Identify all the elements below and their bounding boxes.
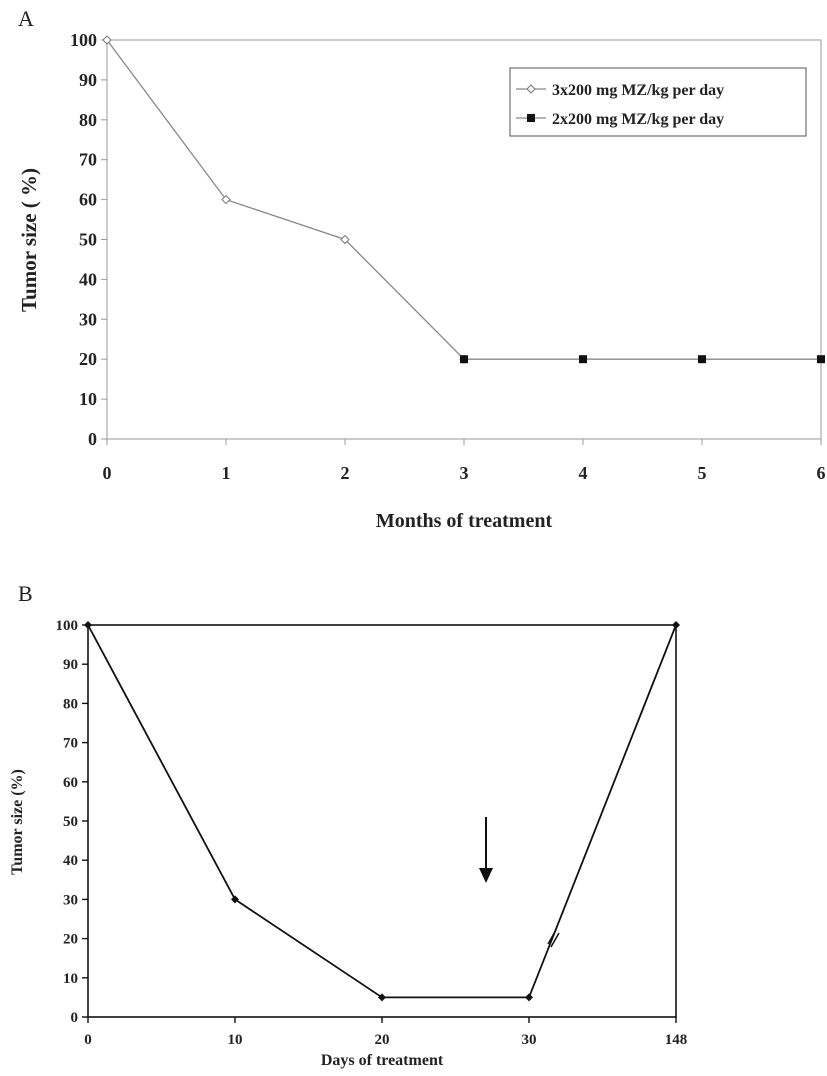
y-tick-label: 100: [56, 618, 79, 634]
series-point: [378, 993, 386, 1002]
panel-b-label: B: [18, 581, 33, 606]
panel-b-y-axis-title: Tumor size (%): [9, 769, 26, 875]
y-tick-label: 50: [63, 814, 78, 830]
panel-a-x-axis-title: Months of treatment: [376, 510, 553, 532]
series-2-point: [817, 355, 825, 364]
x-tick-label: 30: [522, 1032, 537, 1048]
panel-b-y-axis: 0 10 20 30 40 50 60 70 80 90 100: [56, 618, 88, 1026]
panel-b-plot-frame: [87, 624, 677, 1018]
y-tick-label: 30: [79, 309, 97, 329]
series-point: [84, 621, 92, 629]
y-tick-label: 20: [79, 349, 97, 369]
y-tick-label: 90: [63, 657, 78, 673]
y-tick-label: 40: [79, 269, 97, 289]
x-tick-label: 10: [228, 1032, 243, 1048]
panel-b-x-axis: 0 10 20 30 148: [84, 1017, 687, 1048]
series-2-point: [460, 355, 468, 364]
legend-marker-open-diamond: [526, 84, 536, 94]
x-tick-label: 20: [375, 1032, 390, 1048]
x-tick-label: 2: [341, 463, 350, 483]
panel-a-y-axis: 0 10 20 30 40 50 60 70 80 90 100: [70, 30, 108, 449]
series-2-point: [698, 355, 706, 364]
x-tick-label: 0: [84, 1032, 92, 1048]
y-tick-label: 0: [88, 429, 97, 449]
panel-a-legend: 3x200 mg MZ/kg per day 2x200 mg MZ/kg pe…: [509, 67, 807, 137]
axis-break-mark-1: [547, 929, 557, 945]
series-1-line: [106, 39, 465, 360]
legend-label-series-1: 3x200 mg MZ/kg per day: [552, 82, 724, 99]
y-tick-label: 100: [70, 30, 97, 50]
legend-label-series-2: 2x200 mg MZ/kg per day: [552, 111, 724, 128]
legend-marker-filled-square: [527, 114, 535, 122]
panel-a: A 0 10 20 30 40 50 60 70 80 90 100 0 1 2 3 4 5 6 Months …: [17, 6, 826, 532]
x-tick-label: 5: [698, 463, 707, 483]
arrow-head: [479, 868, 493, 883]
series-point: [525, 993, 533, 1002]
y-tick-label: 20: [63, 932, 78, 948]
y-tick-label: 70: [63, 736, 78, 752]
y-tick-label: 60: [63, 775, 78, 791]
down-arrow-annotation: [479, 817, 493, 883]
y-tick-label: 80: [63, 696, 78, 712]
y-tick-label: 0: [71, 1010, 79, 1026]
y-tick-label: 40: [63, 853, 78, 869]
y-tick-label: 80: [79, 110, 97, 130]
y-tick-label: 10: [63, 971, 78, 987]
y-tick-label: 70: [79, 150, 97, 170]
legend-box: [509, 67, 807, 137]
series-point: [672, 621, 680, 629]
series-2-point: [579, 355, 587, 364]
x-tick-label: 1: [222, 463, 231, 483]
panel-a-label: A: [18, 6, 34, 31]
series-1-point: [102, 35, 112, 45]
series-1-point: [221, 194, 231, 205]
y-tick-label: 30: [63, 892, 78, 908]
y-tick-label: 10: [79, 389, 97, 409]
panel-b: B 0 10 20 30 40 50 60 70 80 90 100 0 10 20 30 148 Days…: [9, 581, 687, 1069]
x-tick-label: 3: [460, 463, 469, 483]
series-point: [231, 895, 239, 904]
series-1-point: [340, 234, 350, 245]
y-tick-label: 90: [79, 70, 97, 90]
panel-a-x-axis: 0 1 2 3 4 5 6: [103, 439, 826, 483]
y-tick-label: 50: [79, 230, 97, 250]
axis-break-mark-2: [550, 932, 560, 948]
panel-a-series: [102, 35, 825, 364]
series-line: [87, 624, 677, 999]
panel-b-series: [84, 621, 680, 1002]
panel-b-x-axis-title: Days of treatment: [321, 1052, 444, 1069]
x-tick-label: 6: [817, 463, 826, 483]
x-tick-label: 148: [665, 1032, 688, 1048]
x-tick-label: 0: [103, 463, 112, 483]
panel-a-y-axis-title: Tumor size ( %): [17, 168, 41, 312]
x-tick-label: 4: [579, 463, 588, 483]
y-tick-label: 60: [79, 190, 97, 210]
